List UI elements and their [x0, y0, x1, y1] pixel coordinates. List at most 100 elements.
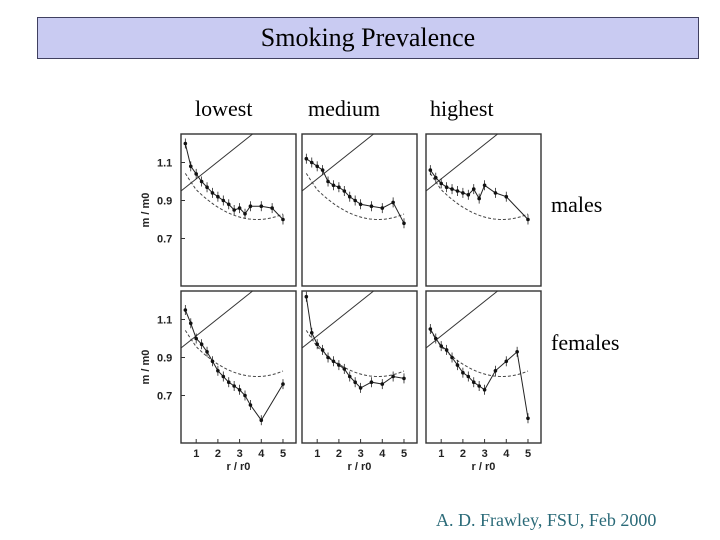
data-point-females-highest-1: [433, 336, 438, 341]
data-point-females-medium-1: [309, 331, 314, 335]
data-point-males-highest-2: [439, 181, 443, 186]
data-point-females-highest-14: [526, 416, 530, 421]
x-tick-label-highest-0: 1: [438, 448, 444, 460]
data-point-males-medium-7: [342, 189, 347, 193]
data-point-males-highest-3: [444, 185, 449, 189]
data-point-males-lowest-6: [216, 194, 220, 199]
data-point-males-medium-9: [353, 198, 357, 203]
data-point-males-highest-7: [466, 193, 471, 197]
data-point-males-lowest-11: [243, 212, 247, 216]
reference-line-males-lowest: [180, 133, 253, 192]
data-point-males-lowest-12: [248, 204, 253, 208]
data-point-females-medium-13: [391, 374, 395, 379]
data-point-males-lowest-5: [210, 191, 215, 195]
data-point-males-lowest-10: [237, 206, 242, 210]
data-point-females-highest-4: [450, 355, 454, 360]
data-point-males-lowest-4: [205, 185, 209, 189]
data-point-males-lowest-0: [183, 141, 188, 146]
data-point-females-highest-5: [455, 363, 460, 367]
y-tick-label-females-0: 1.1: [157, 315, 172, 327]
data-point-males-lowest-13: [259, 204, 264, 208]
data-point-females-highest-12: [504, 359, 509, 364]
row-label-females: females: [551, 330, 620, 355]
x-axis-label-lowest: r / r0: [227, 461, 251, 473]
reference-line-females-medium: [301, 290, 374, 349]
fit-curve-males-highest: [429, 173, 529, 220]
x-tick-label-lowest-1: 2: [215, 448, 221, 460]
reference-line-males-medium: [301, 133, 374, 192]
y-tick-label-males-2: 0.7: [157, 234, 172, 246]
data-point-males-medium-10: [358, 202, 363, 207]
x-tick-label-lowest-0: 1: [193, 448, 199, 460]
fit-curve-males-medium: [305, 173, 405, 220]
x-axis-label-medium: r / r0: [348, 461, 372, 473]
data-point-females-lowest-5: [210, 359, 215, 364]
x-tick-label-lowest-4: 5: [280, 448, 286, 460]
data-point-females-lowest-4: [205, 350, 209, 354]
x-tick-label-medium-4: 5: [401, 448, 407, 460]
x-tick-label-highest-3: 4: [503, 448, 510, 460]
credit-text: A. D. Frawley, FSU, Feb 2000: [436, 510, 657, 530]
x-tick-label-medium-1: 2: [336, 448, 342, 460]
panel-frame-males-highest: [425, 133, 542, 287]
x-tick-label-highest-4: 5: [525, 448, 531, 460]
reference-line-females-highest: [425, 290, 498, 349]
column-label-medium: medium: [308, 96, 381, 121]
fit-curve-females-lowest: [184, 330, 284, 377]
data-point-males-medium-2: [315, 164, 319, 169]
data-point-females-lowest-1: [188, 321, 193, 326]
data-point-males-highest-8: [471, 187, 476, 191]
data-point-females-medium-11: [369, 380, 374, 385]
y-tick-label-males-0: 1.1: [157, 158, 172, 170]
fit-curve-males-lowest: [184, 173, 284, 220]
data-point-males-medium-11: [369, 204, 374, 208]
data-point-males-lowest-14: [270, 206, 274, 210]
data-point-females-lowest-8: [226, 380, 231, 385]
panel-frame-males-medium: [301, 133, 418, 287]
data-point-males-lowest-7: [221, 198, 226, 203]
data-point-females-medium-4: [326, 355, 330, 360]
data-point-females-highest-6: [461, 370, 465, 375]
data-point-males-medium-14: [402, 221, 406, 226]
data-point-males-medium-4: [326, 179, 330, 184]
y-tick-label-males-1: 0.9: [157, 196, 172, 208]
data-point-males-medium-5: [331, 183, 336, 188]
reference-line-males-highest: [425, 133, 498, 192]
data-point-females-lowest-3: [199, 342, 204, 347]
data-point-females-highest-9: [477, 384, 481, 388]
data-point-females-medium-3: [320, 348, 325, 352]
data-point-males-medium-0: [304, 156, 309, 161]
page-title: Smoking Prevalence: [37, 17, 699, 59]
data-point-males-highest-6: [461, 191, 465, 195]
x-tick-label-lowest-2: 3: [237, 448, 243, 460]
data-point-males-lowest-2: [194, 172, 198, 176]
y-axis-label-males: m / m0: [140, 193, 152, 228]
data-point-males-medium-1: [309, 160, 314, 165]
row-label-males: males: [551, 192, 603, 217]
data-point-males-lowest-15: [281, 217, 285, 222]
data-point-females-medium-10: [358, 386, 363, 390]
x-tick-label-lowest-3: 4: [258, 448, 265, 460]
data-point-males-medium-13: [391, 200, 395, 205]
data-point-males-highest-10: [482, 183, 487, 188]
data-point-females-medium-7: [342, 367, 347, 371]
panel-frame-males-lowest: [180, 133, 297, 287]
data-point-females-highest-7: [466, 374, 471, 379]
data-point-males-medium-3: [320, 168, 325, 172]
data-point-females-lowest-9: [232, 384, 236, 388]
data-point-males-highest-0: [428, 168, 433, 172]
column-label-highest: highest: [430, 96, 494, 121]
data-point-males-lowest-1: [188, 164, 193, 169]
data-point-females-medium-2: [315, 342, 319, 347]
data-point-females-highest-13: [515, 350, 519, 354]
x-tick-label-highest-2: 3: [482, 448, 488, 460]
data-point-males-highest-13: [526, 217, 530, 222]
data-point-females-medium-14: [402, 376, 406, 381]
data-point-females-highest-11: [493, 369, 498, 373]
data-point-females-lowest-0: [183, 308, 188, 312]
data-point-males-medium-6: [337, 185, 341, 189]
x-tick-label-medium-2: 3: [358, 448, 364, 460]
data-point-males-highest-12: [504, 194, 509, 199]
x-tick-label-medium-3: 4: [379, 448, 386, 460]
